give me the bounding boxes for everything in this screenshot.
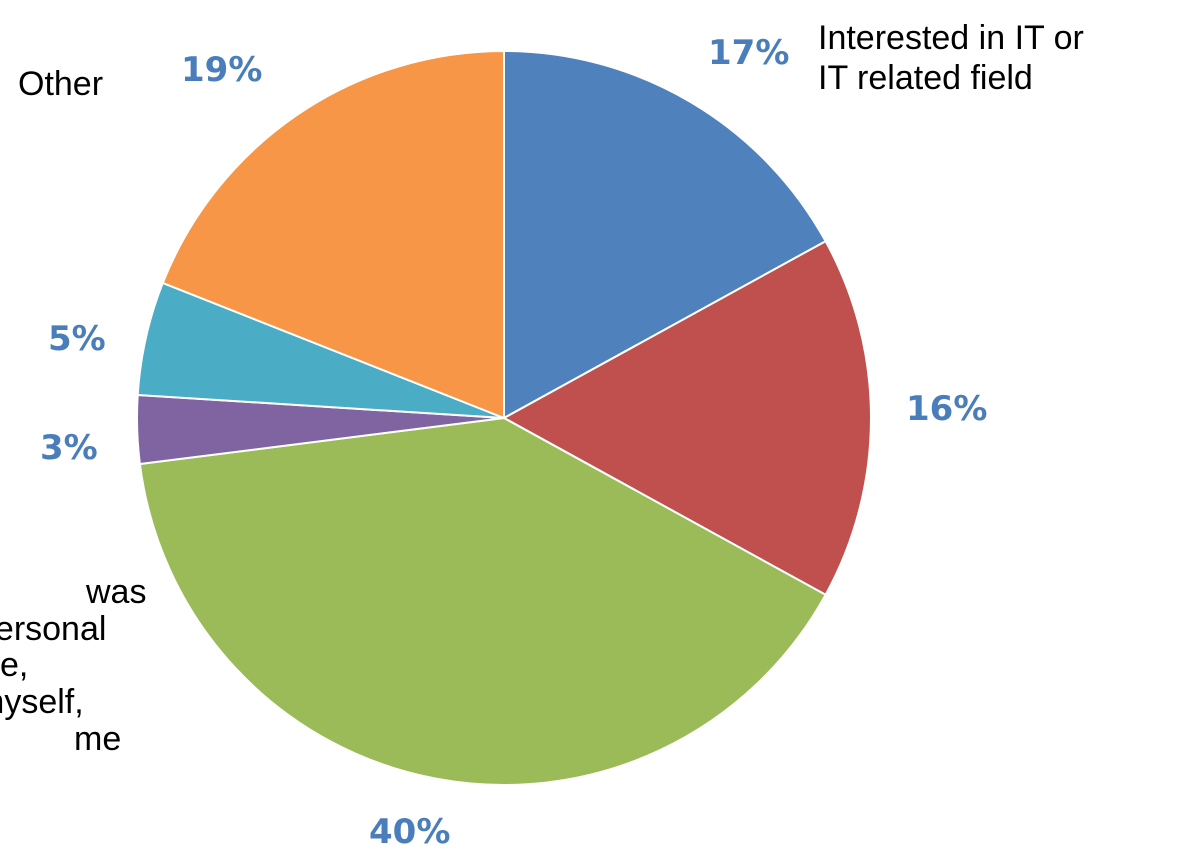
slice-category-label-line: personal (0, 609, 107, 648)
slice-category-label: was personal e, myself, me (0, 574, 146, 758)
slice-value-label: 3% (40, 428, 98, 468)
slice-category-label: Interested in IT or IT related field (818, 18, 1084, 98)
pie-slice (161, 49, 505, 420)
slice-category-label-line: Interested in IT or (818, 19, 1084, 57)
slice-value-label: 17% (708, 33, 790, 73)
slice-category-label-line: IT related field (818, 59, 1033, 98)
slice-category-label-line: myself, (0, 683, 84, 722)
slice-value-label: 16% (906, 389, 988, 429)
slice-category-label-line: was (86, 573, 147, 611)
pie-slice (503, 49, 827, 420)
pie-slice (138, 416, 827, 786)
slice-category-label: Other (18, 65, 104, 103)
slice-value-label: 40% (369, 812, 451, 852)
slice-category-label-line: e, (0, 646, 29, 685)
slice-category-label-line: me (74, 719, 122, 758)
slice-value-label: 19% (181, 50, 263, 90)
slice-value-label: 5% (48, 319, 106, 359)
pie-slice (501, 239, 872, 597)
